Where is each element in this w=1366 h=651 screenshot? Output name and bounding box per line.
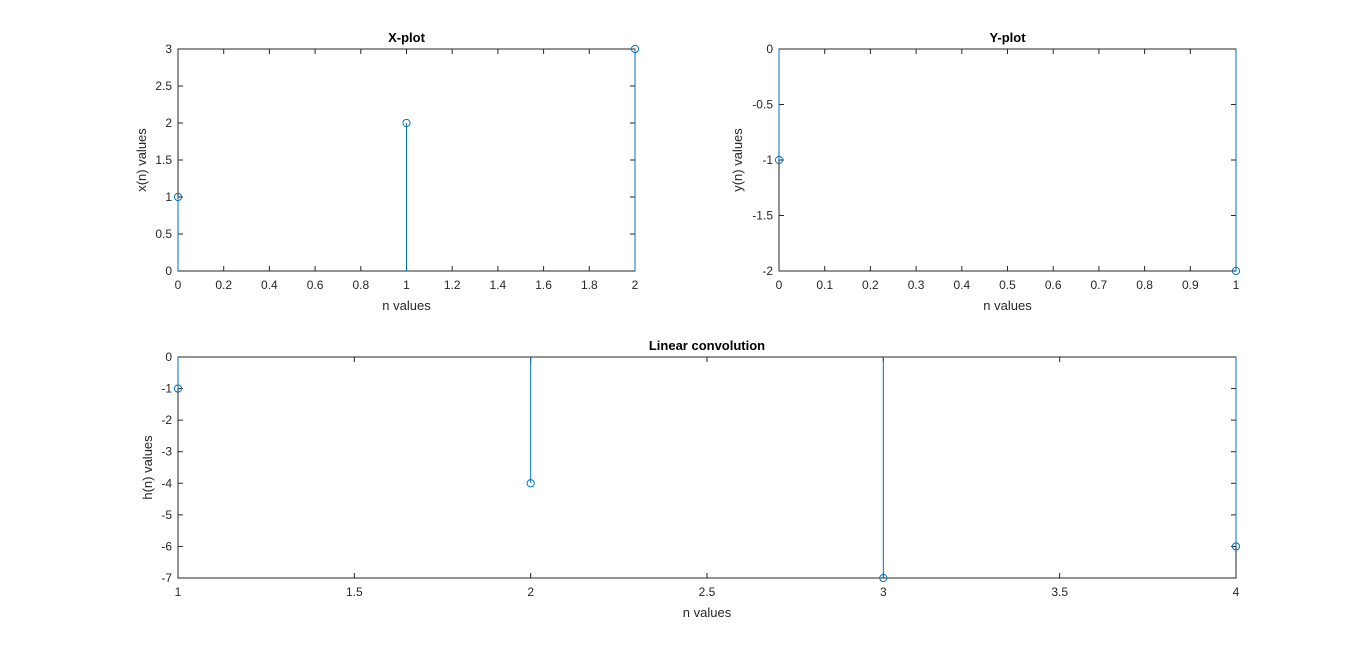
x-plot-xtick-label: 2 xyxy=(632,278,639,292)
convolution-xtick-label: 2 xyxy=(527,585,534,599)
y-plot-xtick-label: 0.6 xyxy=(1045,278,1062,292)
convolution-xtick-label: 1.5 xyxy=(346,585,363,599)
linear-convolution-axes: 1 1.5 2 2.5 3 3.5 4 -7 -6 -5 -4 -3 -2 -1 0 Linear convo… xyxy=(140,338,1241,620)
y-plot-ytick-label: -0.5 xyxy=(752,98,773,112)
y-plot-xtick-label: 0 xyxy=(776,278,783,292)
x-plot-title: X-plot xyxy=(388,30,425,45)
x-plot-xtick-label: 1 xyxy=(403,278,410,292)
x-plot-ytick-label: 0 xyxy=(165,264,172,278)
convolution-xtick-label: 3 xyxy=(880,585,887,599)
y-plot-xtick-label: 0.1 xyxy=(816,278,833,292)
x-plot-ytick-label: 2 xyxy=(165,116,172,130)
x-plot-xtick-label: 0.2 xyxy=(215,278,232,292)
y-plot-ylabel: y(n) values xyxy=(730,128,745,192)
x-plot-xlabel: n values xyxy=(382,298,431,313)
y-plot-xtick-label: 0.5 xyxy=(999,278,1016,292)
convolution-xtick-label: 2.5 xyxy=(699,585,716,599)
x-plot-stem-marker xyxy=(173,192,183,202)
y-plot-ytick-label: -1.5 xyxy=(752,209,773,223)
y-plot-xtick-label: 0.7 xyxy=(1091,278,1108,292)
convolution-ylabel: h(n) values xyxy=(140,435,155,500)
y-plot-xtick-label: 0.3 xyxy=(908,278,925,292)
convolution-axes-box xyxy=(177,356,1237,579)
convolution-xlabel: n values xyxy=(683,605,732,620)
convolution-stem-marker xyxy=(1231,542,1241,551)
convolution-ytick-label: -4 xyxy=(161,476,172,490)
convolution-ytick-label: 0 xyxy=(165,350,172,364)
y-plot-title: Y-plot xyxy=(989,30,1026,45)
x-plot-stem-marker xyxy=(630,44,640,54)
y-plot-xtick-label: 0.9 xyxy=(1182,278,1199,292)
y-plot-xtick-label: 0.8 xyxy=(1136,278,1153,292)
x-plot-axes: 0 0.2 0.4 0.6 0.8 1 1.2 1.4 1.6 1.8 2 0 0.5 1 1.5 2 2.5 3… xyxy=(134,30,640,313)
y-plot-xtick-label: 1 xyxy=(1233,278,1240,292)
x-plot-ylabel: x(n) values xyxy=(134,128,149,192)
x-plot-ytick-label: 1.5 xyxy=(155,153,172,167)
convolution-stem-marker xyxy=(526,479,535,488)
y-plot-axes: 0 0.1 0.2 0.3 0.4 0.5 0.6 0.7 0.8 0.9 1 -2 -1.5 -1 -0.… xyxy=(730,30,1241,313)
convolution-title: Linear convolution xyxy=(649,338,765,353)
x-plot-ytick-label: 2.5 xyxy=(155,79,172,93)
x-plot-xtick-label: 0.8 xyxy=(352,278,369,292)
x-plot-ytick-label: 1 xyxy=(165,190,172,204)
y-plot-ytick-label: -1 xyxy=(762,153,773,167)
x-plot-ytick-label: 3 xyxy=(165,42,172,56)
y-plot-stem-marker xyxy=(1231,266,1241,276)
x-plot-xtick-label: 1.6 xyxy=(535,278,552,292)
x-plot-xtick-label: 1.8 xyxy=(581,278,598,292)
x-plot-stem-marker xyxy=(402,118,411,128)
y-plot-xtick-label: 0.4 xyxy=(953,278,970,292)
convolution-stem-marker xyxy=(173,384,183,393)
convolution-ytick-label: -5 xyxy=(161,508,172,522)
convolution-stem-marker xyxy=(879,573,888,583)
y-plot-ytick-label: 0 xyxy=(766,42,773,56)
convolution-xtick-label: 3.5 xyxy=(1051,585,1068,599)
convolution-ytick-label: -3 xyxy=(161,445,172,459)
y-plot-xtick-label: 0.2 xyxy=(862,278,879,292)
y-plot-xlabel: n values xyxy=(983,298,1032,313)
convolution-ytick-label: -6 xyxy=(161,539,172,553)
y-plot-axes-box xyxy=(778,48,1237,272)
x-plot-xtick-label: 0.4 xyxy=(261,278,278,292)
convolution-xtick-label: 1 xyxy=(175,585,182,599)
x-plot-ytick-label: 0.5 xyxy=(155,227,172,241)
y-plot-stem-marker xyxy=(774,155,784,165)
convolution-xtick-label: 4 xyxy=(1233,585,1240,599)
x-plot-xtick-label: 0 xyxy=(175,278,182,292)
x-plot-xtick-label: 1.4 xyxy=(490,278,507,292)
y-plot-ytick-label: -2 xyxy=(762,264,773,278)
x-plot-xtick-label: 1.2 xyxy=(444,278,461,292)
convolution-ytick-label: -2 xyxy=(161,413,172,427)
convolution-ytick-label: -1 xyxy=(161,382,172,396)
x-plot-xtick-label: 0.6 xyxy=(307,278,324,292)
convolution-ytick-label: -7 xyxy=(161,571,172,585)
